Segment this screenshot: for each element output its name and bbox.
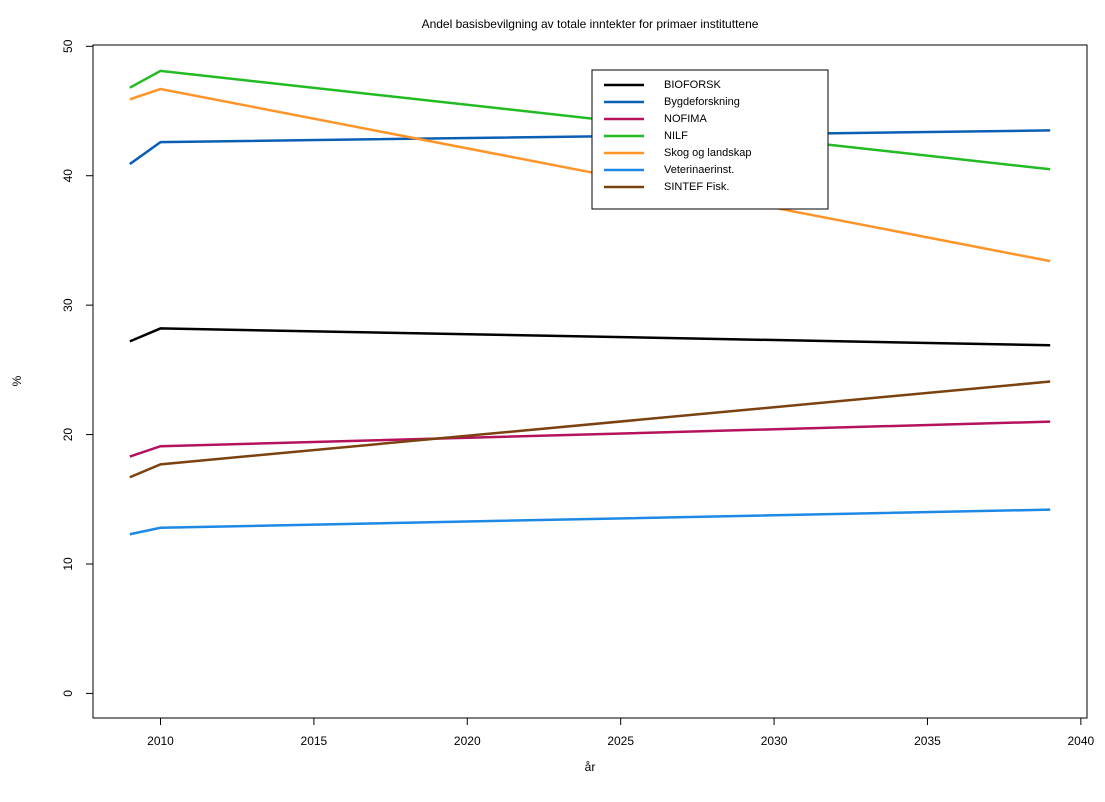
- series-line: [129, 87, 1051, 263]
- y-tick-label: 50: [61, 39, 75, 53]
- x-tick-label: 2040: [1068, 734, 1095, 748]
- series-line: [129, 420, 1051, 458]
- series-line: [129, 69, 1051, 171]
- y-tick-label: 0: [61, 690, 75, 697]
- y-tick-label: 40: [61, 169, 75, 183]
- legend-label: Skog og landskap: [664, 147, 751, 159]
- legend-label: Veterinaerinst.: [664, 164, 734, 176]
- x-axis-label: år: [585, 760, 596, 774]
- x-tick-label: 2025: [607, 734, 634, 748]
- y-axis-label: %: [10, 375, 24, 386]
- chart-title: Andel basisbevilgning av totale inntekte…: [422, 17, 759, 31]
- legend-label: BIOFORSK: [664, 79, 722, 91]
- y-tick-label: 30: [61, 298, 75, 312]
- x-tick-label: 2015: [301, 734, 328, 748]
- legend-label: NOFIMA: [664, 113, 707, 125]
- x-tick-label: 2010: [147, 734, 174, 748]
- series-line: [129, 380, 1051, 479]
- y-tick-label: 10: [61, 557, 75, 571]
- plot-frame: [92, 44, 1088, 719]
- legend-label: Bygdeforskning: [664, 96, 740, 108]
- x-tick-label: 2020: [454, 734, 481, 748]
- series-line: [129, 508, 1051, 536]
- x-tick-label: 2030: [761, 734, 788, 748]
- series-line: [129, 327, 1051, 347]
- legend-label: SINTEF Fisk.: [664, 181, 729, 193]
- legend-label: NILF: [664, 130, 688, 142]
- y-tick-label: 20: [61, 428, 75, 442]
- x-tick-label: 2035: [914, 734, 941, 748]
- series-line: [129, 129, 1051, 166]
